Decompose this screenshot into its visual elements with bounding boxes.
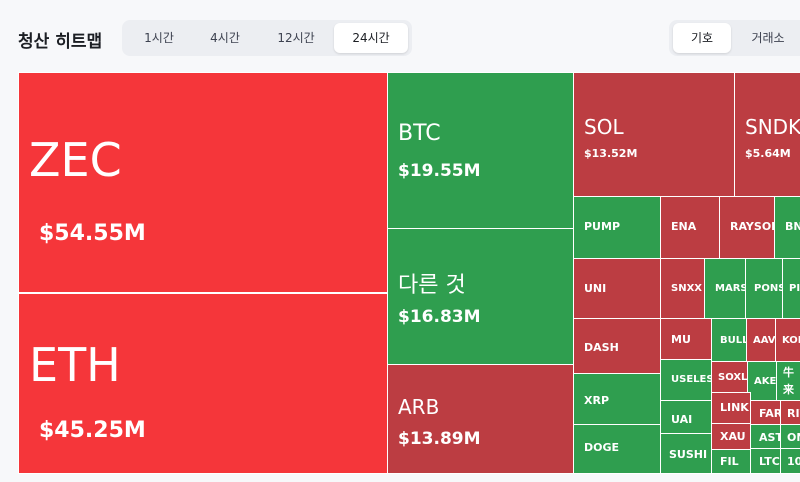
tile-value: $45.25M: [39, 418, 146, 443]
tile-value: $16.83M: [398, 307, 481, 327]
heatmap-tile[interactable]: MARS: [704, 258, 746, 319]
tile-value: $13.52M: [584, 147, 638, 160]
heatmap-tile[interactable]: BULL: [711, 318, 747, 362]
heatmap-tile[interactable]: MU: [660, 318, 712, 360]
heatmap-tile[interactable]: 다른 것 $16.83M: [387, 228, 574, 365]
heatmap-tile[interactable]: LINK: [711, 392, 751, 424]
tile-symbol: 1000: [787, 455, 800, 468]
heatmap-tile[interactable]: PIPP: [782, 258, 800, 319]
tile-symbol: ETH: [29, 338, 121, 392]
tile-symbol: LTC: [759, 455, 780, 468]
heatmap-tile[interactable]: BTC $19.55M: [387, 72, 574, 229]
heatmap-tile[interactable]: SOXL: [711, 361, 748, 393]
tile-symbol: 다른 것: [398, 273, 466, 298]
tile-symbol: 牛来: [783, 366, 794, 396]
time-range-tabs: 1시간 4시간 12시간 24시간: [122, 20, 412, 56]
heatmap-tile[interactable]: ETH $45.25M: [18, 293, 388, 474]
tile-symbol: LINK: [720, 401, 749, 414]
tile-symbol: PUMP: [584, 220, 621, 233]
tile-symbol: PIPP: [789, 283, 800, 294]
heatmap-tile[interactable]: ONDO: [780, 424, 800, 449]
tile-symbol: ARB: [398, 395, 440, 419]
tile-symbol: ASTER: [759, 431, 780, 444]
tile-symbol: FARTCOIN: [759, 407, 781, 420]
page-title: 청산 히트맵: [18, 32, 103, 52]
group-by-tabs: 기호 거래소: [669, 20, 800, 56]
tab-12h[interactable]: 12시간: [277, 31, 315, 45]
tile-symbol: SUSHI: [669, 448, 708, 461]
tile-value: $13.89M: [398, 429, 481, 449]
heatmap-tile[interactable]: XRP: [573, 373, 661, 425]
tile-value: $19.55M: [398, 161, 481, 181]
tile-symbol: DOGE: [584, 441, 620, 454]
tab-symbol[interactable]: 기호: [673, 23, 731, 53]
heatmap-tile[interactable]: ENA: [660, 196, 720, 259]
tile-symbol: KOM: [782, 335, 800, 346]
heatmap-tile[interactable]: UNI: [573, 258, 661, 319]
tile-symbol: BTC: [398, 121, 441, 146]
tab-24h[interactable]: 24시간: [334, 23, 408, 53]
heatmap-tile[interactable]: DOGE: [573, 424, 661, 474]
heatmap-tile[interactable]: 牛来: [776, 361, 800, 401]
heatmap-tile[interactable]: SNDK $5.64M: [734, 72, 800, 197]
tile-value: $5.64M: [745, 147, 791, 160]
heatmap-tile[interactable]: SUSHI: [660, 433, 712, 474]
liquidation-heatmap: ZEC $54.55M ETH $45.25M BTC $19.55M 다른 것 $16.83…: [18, 72, 800, 474]
heatmap-tile[interactable]: ARB $13.89M: [387, 364, 574, 474]
heatmap-tile[interactable]: ASTER: [750, 424, 781, 449]
tile-symbol: USELESS: [671, 374, 711, 385]
heatmap-tile[interactable]: PUMP: [573, 196, 661, 259]
heatmap-tile[interactable]: RIVER: [780, 400, 800, 425]
tile-symbol: ZEC: [29, 133, 122, 187]
tile-symbol: RIVER: [787, 407, 800, 420]
heatmap-tile[interactable]: RAYSOL: [719, 196, 775, 259]
heatmap-tile[interactable]: USELESS: [660, 359, 712, 401]
heatmap-tile[interactable]: FARTCOIN: [750, 400, 781, 425]
tile-symbol: PONS: [754, 283, 783, 294]
tile-symbol: MARS: [715, 283, 746, 294]
tile-symbol: DASH: [584, 341, 619, 354]
heatmap-tile[interactable]: KOM: [775, 318, 800, 362]
heatmap-tile[interactable]: SOL $13.52M: [573, 72, 735, 197]
tile-symbol: BULL: [720, 335, 747, 346]
tile-symbol: ENA: [671, 220, 697, 233]
tile-symbol: SNDK: [745, 115, 800, 139]
heatmap-tile[interactable]: PONS: [745, 258, 783, 319]
heatmap-tile[interactable]: ZEC $54.55M: [18, 72, 388, 293]
tile-symbol: SOL: [584, 115, 624, 139]
heatmap-tile[interactable]: DASH: [573, 318, 661, 374]
tile-symbol: XAU: [720, 430, 746, 443]
tile-symbol: XRP: [584, 394, 610, 407]
heatmap-tile[interactable]: BNB: [774, 196, 800, 259]
heatmap-tile[interactable]: AAVE: [746, 318, 776, 362]
heatmap-tile[interactable]: SNXX: [660, 258, 705, 319]
heatmap-tile[interactable]: FIL: [711, 449, 751, 474]
tile-symbol: UNI: [584, 282, 607, 295]
tab-exchange[interactable]: 거래소: [751, 31, 785, 45]
heatmap-tile[interactable]: UAI: [660, 400, 712, 434]
tile-symbol: AAVE: [753, 335, 776, 346]
heatmap-tile[interactable]: XAU: [711, 423, 751, 450]
heatmap-tile[interactable]: AKE: [747, 361, 777, 401]
tile-symbol: AKE: [754, 376, 777, 387]
heatmap-tile[interactable]: 1000: [780, 448, 800, 474]
tile-symbol: MU: [671, 333, 691, 346]
tile-symbol: RAYSOL: [730, 220, 775, 233]
tile-value: $54.55M: [39, 221, 146, 246]
tile-symbol: SNXX: [671, 283, 702, 294]
tile-symbol: SOXL: [718, 372, 748, 383]
tab-4h[interactable]: 4시간: [210, 31, 240, 45]
tile-symbol: FIL: [720, 455, 739, 468]
heatmap-tile[interactable]: LTC: [750, 448, 781, 474]
tile-symbol: BNB: [785, 220, 800, 233]
tab-1h[interactable]: 1시간: [144, 31, 174, 45]
tile-symbol: UAI: [671, 413, 693, 426]
tile-symbol: ONDO: [787, 431, 800, 444]
